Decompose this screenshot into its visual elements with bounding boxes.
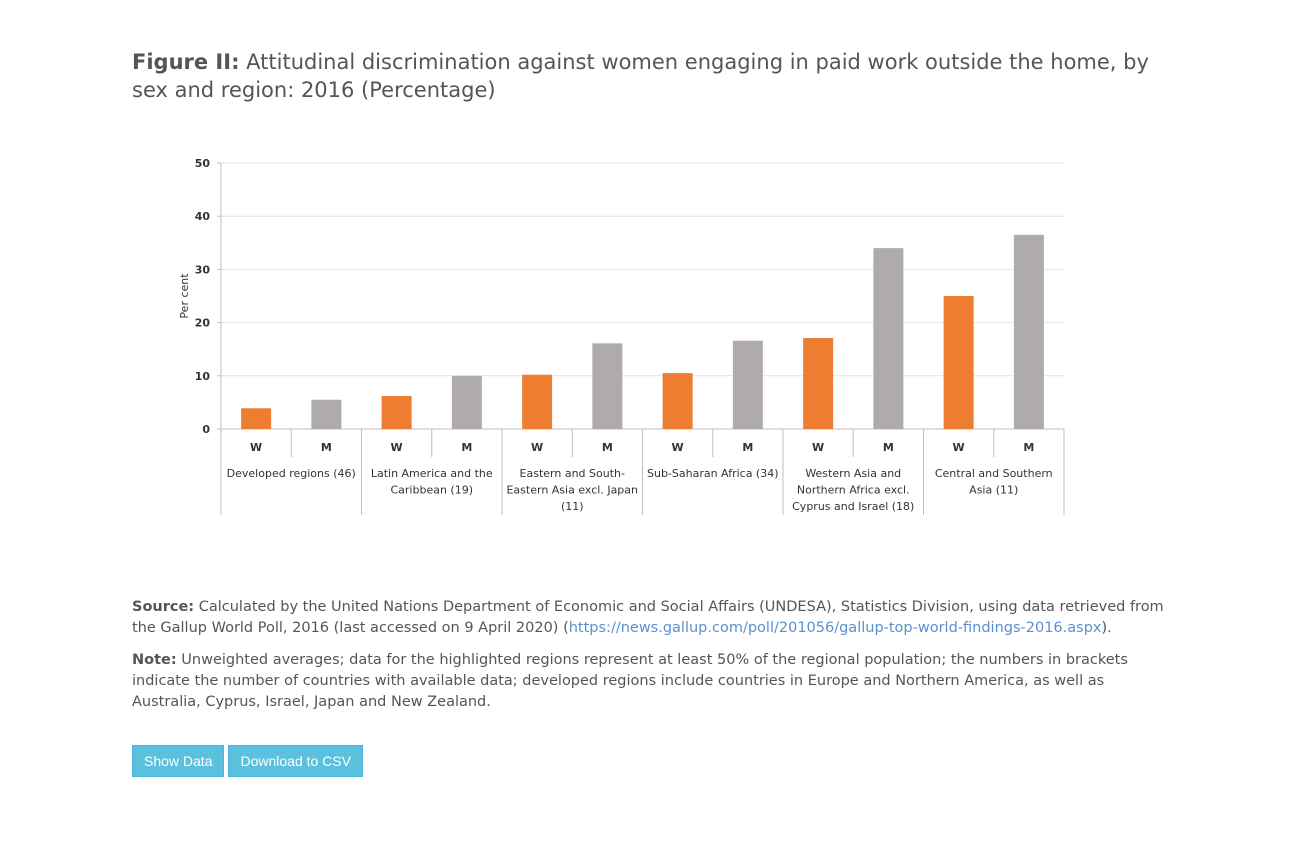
note-label: Note: [132,652,177,668]
y-axis-label: Per cent [178,273,191,319]
figure-title: Figure II: Attitudinal discrimination ag… [132,48,1172,104]
bar-m [311,399,342,429]
source-after: ). [1101,620,1112,636]
x-series-label: W [250,441,262,454]
x-series-label: M [742,441,753,454]
bar-m [451,375,482,429]
x-category-label: Developed regions (46) [227,467,356,480]
x-series-label: M [321,441,332,454]
x-category-label: Latin America and the [371,467,493,480]
figure-title-text: Attitudinal discrimination against women… [132,50,1149,102]
x-series-label: W [812,441,824,454]
bar-chart: 0 10 20 30 40 50 Per cent W M Developed regions (… [160,145,1100,530]
x-category-label: Eastern Asia excl. Japan [506,484,638,497]
bar-w [803,338,834,429]
bar-w [522,374,553,429]
y-tick-label: 0 [202,423,210,436]
bar-w [943,296,974,429]
x-series-label: M [1023,441,1034,454]
note-text: Unweighted averages; data for the highli… [132,652,1128,710]
bar-m [873,248,904,429]
x-category-label: Caribbean (19) [390,484,473,497]
x-series-label: M [883,441,894,454]
x-series-label: M [602,441,613,454]
bar-m [732,340,763,429]
x-category-label: Eastern and South- [520,467,625,480]
source-text: Calculated by the United Nations Departm… [132,599,1164,636]
x-category-label: Northern Africa excl. [797,484,910,497]
bar-w [381,396,412,429]
bar-w [662,373,693,429]
y-tick-label: 40 [195,210,211,223]
y-tick-label: 20 [195,317,211,330]
y-tick-label: 50 [195,157,211,170]
figure-number: Figure II: [132,50,240,74]
figure-notes: Source: Calculated by the United Nations… [132,597,1172,724]
bar-chart-svg: 0 10 20 30 40 50 Per cent W M Developed regions (… [178,157,1065,515]
x-category-label: Sub-Saharan Africa (34) [647,467,779,480]
x-series-label: M [461,441,472,454]
x-category-label: Cyprus and Israel (18) [792,500,914,513]
x-series-label: W [672,441,684,454]
x-series-label: W [531,441,543,454]
x-category-label: (11) [561,500,584,513]
x-category-label: Western Asia and [805,467,901,480]
source-label: Source: [132,599,195,615]
x-series-label: W [391,441,403,454]
note-paragraph: Note: Unweighted averages; data for the … [132,650,1172,713]
source-link[interactable]: https://news.gallup.com/poll/201056/gall… [568,620,1102,636]
y-tick-label: 30 [195,263,211,276]
x-category-label: Central and Southern [935,467,1053,480]
button-bar: Show Data Download to CSV [132,745,363,777]
x-series-label: W [953,441,965,454]
x-category-label: Asia (11) [969,484,1018,497]
bar-m [1013,234,1044,429]
y-tick-label: 10 [195,370,211,383]
bar-m [592,343,623,429]
source-paragraph: Source: Calculated by the United Nations… [132,597,1172,639]
show-data-button[interactable]: Show Data [132,745,225,777]
bar-w [241,408,272,429]
download-csv-button[interactable]: Download to CSV [228,745,363,777]
